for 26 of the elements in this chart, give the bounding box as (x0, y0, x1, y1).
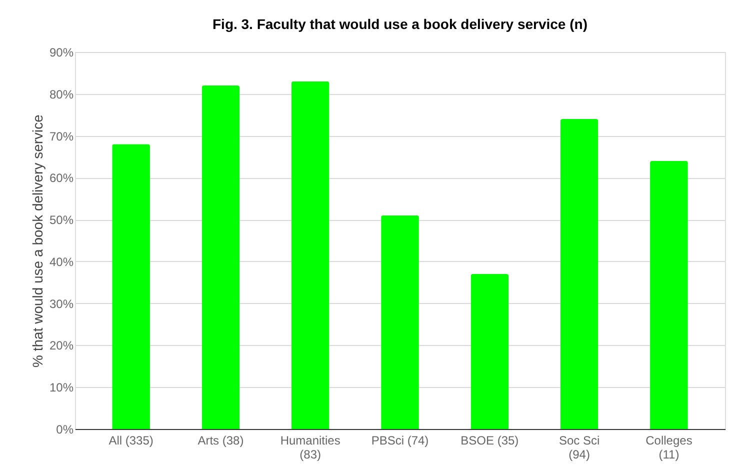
y-tick-label: 40% (49, 254, 74, 269)
bar (291, 81, 330, 429)
chart-title: Fig. 3. Faculty that would use a book delivery service (n) (212, 16, 588, 32)
x-tick-label: BSOE (35) (460, 434, 519, 448)
bar (650, 160, 688, 429)
x-tick-label: Colleges (11) (646, 434, 692, 462)
x-tick-label: Soc Sci (94) (558, 434, 600, 462)
y-tick-label: 90% (49, 46, 74, 60)
y-tick-label: 70% (49, 129, 74, 144)
x-tick-label: PBSci (74) (371, 434, 429, 448)
y-tick-label: 60% (49, 171, 74, 186)
bar (381, 215, 419, 429)
y-tick-label: 80% (49, 87, 74, 102)
y-tick-label: 20% (49, 338, 74, 353)
x-tick-label: Humanities (83) (280, 434, 340, 462)
bar (470, 274, 509, 429)
x-tick-label: All (335) (108, 434, 154, 448)
y-tick-label: 30% (49, 296, 74, 311)
bar (112, 144, 150, 429)
bar (202, 86, 240, 429)
bar (560, 119, 598, 429)
x-tick-label: Arts (38) (198, 434, 244, 448)
y-tick-label: 50% (49, 213, 74, 228)
y-tick-label: 10% (49, 380, 74, 395)
y-axis-title: % that would use a book delivery service (29, 114, 46, 368)
y-tick-label: 0% (56, 422, 74, 436)
